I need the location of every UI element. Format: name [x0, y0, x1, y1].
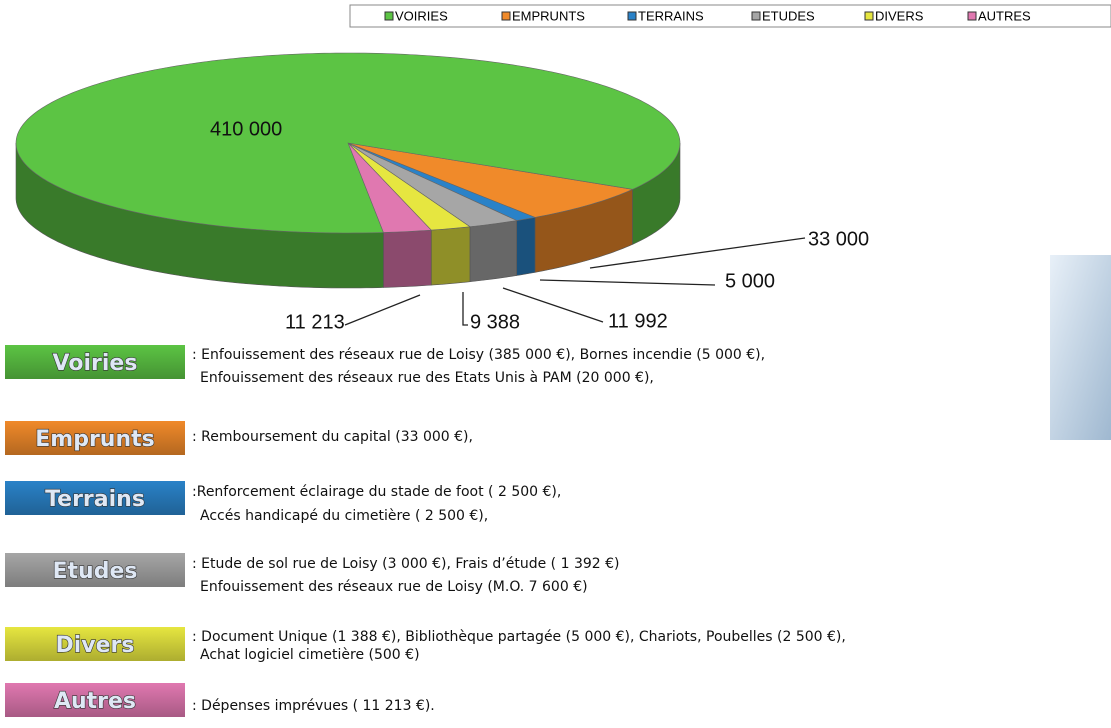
- note-text: : Dépenses imprévues ( 11 213 €).: [192, 698, 435, 714]
- slice-side: [431, 227, 470, 285]
- slide: VOIRIES EMPRUNTS TERRAINS ETUDES DIVERS AUTRE…: [0, 0, 1111, 728]
- badge-label: Etudes: [53, 559, 138, 584]
- badge-label: Autres: [54, 689, 136, 714]
- note-text: : Remboursement du capital (33 000 €),: [192, 429, 473, 445]
- legend-label: ETUDES: [762, 8, 815, 23]
- legend-swatch: [628, 12, 636, 20]
- leader-line: [540, 280, 715, 285]
- legend-label: EMPRUNTS: [512, 8, 585, 23]
- slice-side: [517, 217, 535, 275]
- legend-swatch: [865, 12, 873, 20]
- note-text: : Enfouissement des réseaux rue de Loisy…: [192, 347, 765, 363]
- legend-swatch: [968, 12, 976, 20]
- decor-image: [1050, 255, 1111, 440]
- value-label: 410 000: [210, 118, 282, 140]
- value-label: 33 000: [808, 228, 869, 250]
- badge-label: Divers: [55, 633, 134, 658]
- legend-swatch: [502, 12, 510, 20]
- value-label: 5 000: [725, 270, 775, 292]
- note-text: Achat logiciel cimetière (500 €): [200, 647, 420, 663]
- note-text: : Document Unique (1 388 €), Bibliothèqu…: [192, 629, 846, 645]
- legend-label: TERRAINS: [638, 8, 704, 23]
- legend-label: DIVERS: [875, 8, 924, 23]
- legend-label: VOIRIES: [395, 8, 448, 23]
- note-text: Enfouissement des réseaux rue de Loisy (…: [200, 579, 588, 595]
- legend-swatch: [385, 12, 393, 20]
- badge-label: Terrains: [45, 487, 145, 512]
- note-text: : Etude de sol rue de Loisy (3 000 €), F…: [192, 556, 620, 572]
- leader-line: [345, 295, 420, 325]
- slice-side: [383, 230, 431, 287]
- page: VOIRIES EMPRUNTS TERRAINS ETUDES DIVERS AUTRE…: [0, 0, 1111, 728]
- badge-label: Emprunts: [35, 427, 155, 452]
- badge-label: Voiries: [53, 351, 138, 376]
- legend-swatch: [752, 12, 760, 20]
- slice-side: [470, 221, 517, 282]
- value-label: 11 213: [285, 311, 345, 333]
- leader-line: [463, 292, 468, 325]
- legend-label: AUTRES: [978, 8, 1031, 23]
- note-text: Enfouissement des réseaux rue des Etats …: [200, 370, 654, 386]
- value-label: 9 388: [470, 311, 520, 333]
- note-text: Accés handicapé du cimetière ( 2 500 €),: [200, 508, 488, 524]
- note-text: :Renforcement éclairage du stade de foot…: [192, 484, 561, 500]
- value-label: 11 992: [608, 310, 668, 332]
